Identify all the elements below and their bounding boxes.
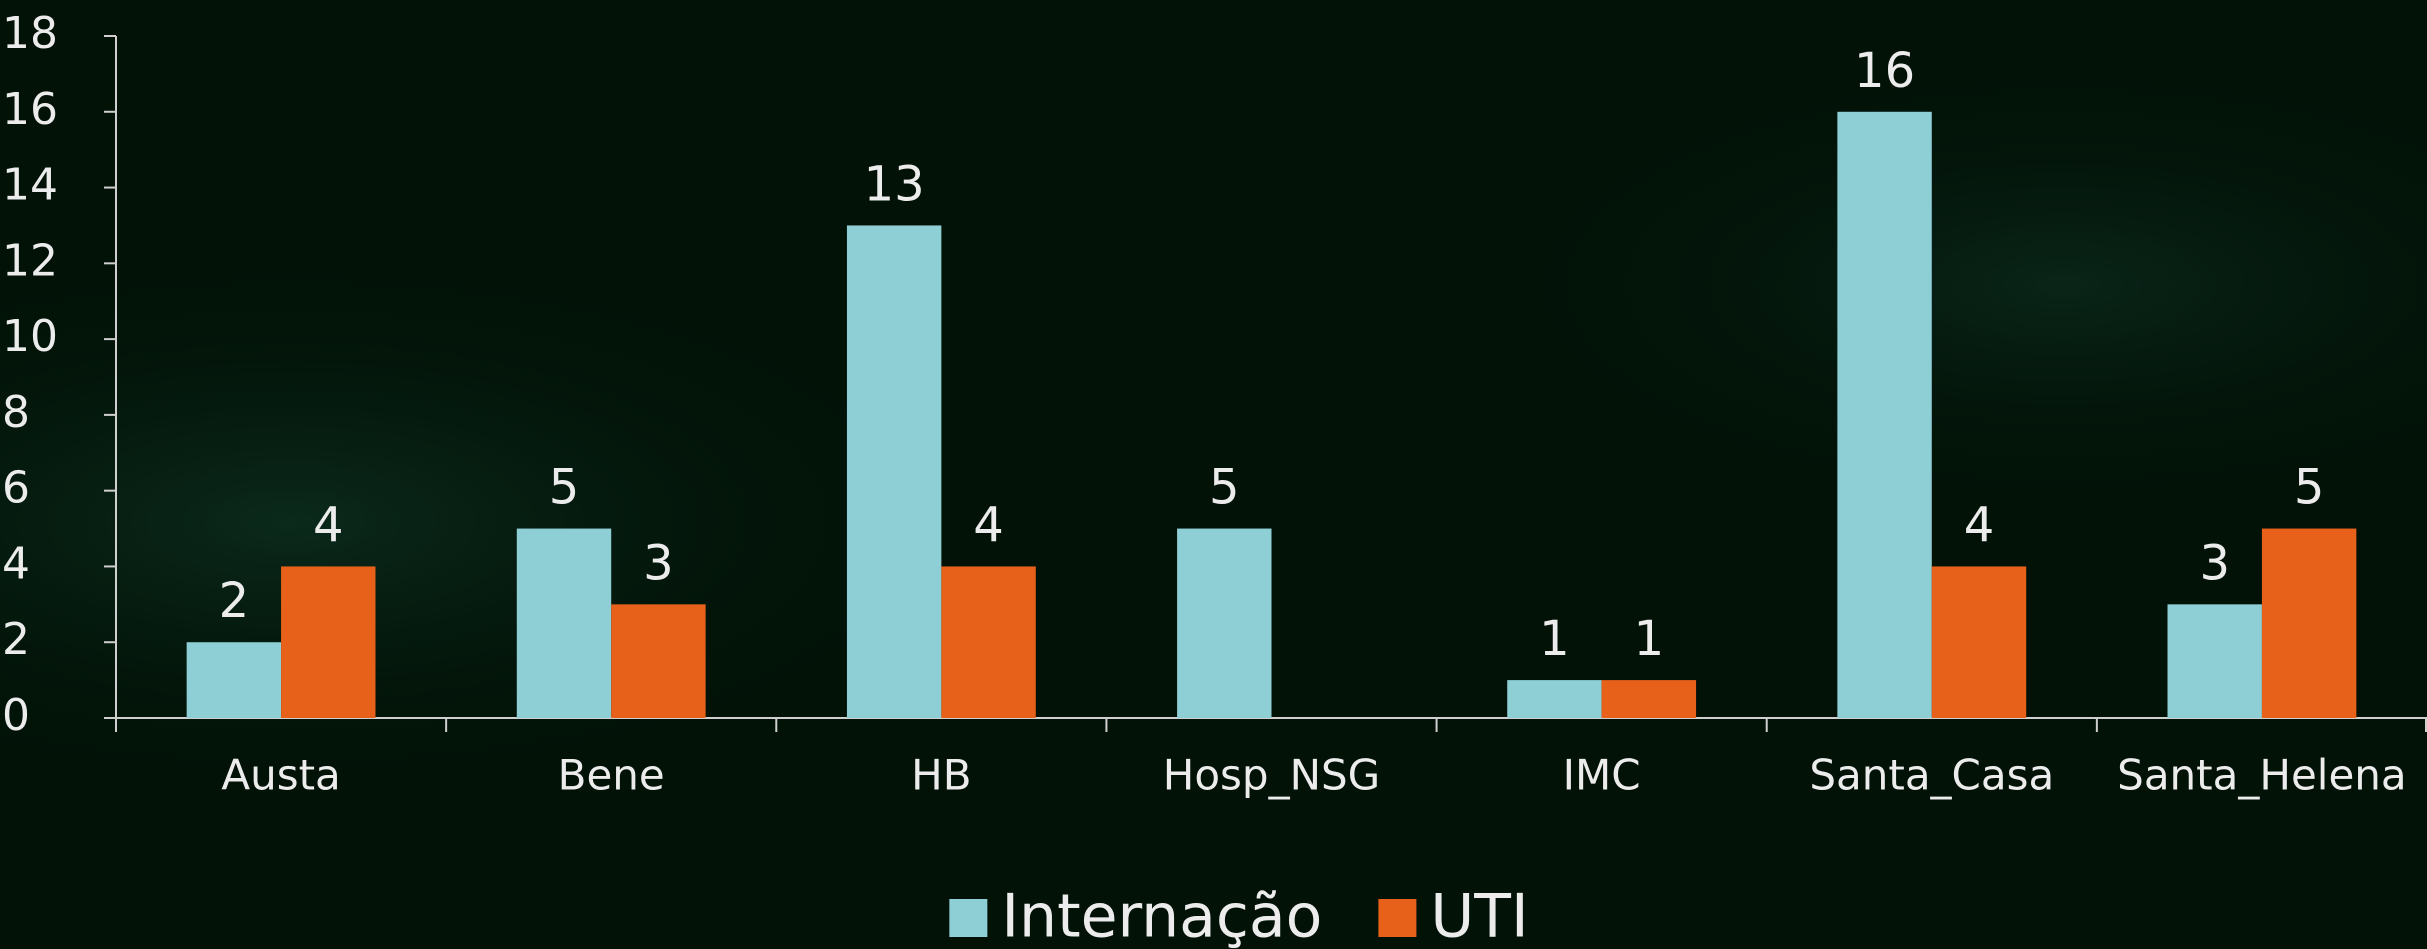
y-tick-label: 6 bbox=[2, 463, 30, 514]
legend-label: Internação bbox=[1001, 882, 1322, 949]
value-label: 3 bbox=[2199, 535, 2230, 591]
value-label: 1 bbox=[1539, 611, 1570, 667]
x-tick-label: Santa_Casa bbox=[1809, 751, 2054, 800]
value-label: 16 bbox=[1854, 43, 1915, 99]
value-label: 2 bbox=[219, 573, 250, 629]
bar bbox=[846, 225, 942, 718]
x-tick-label: Bene bbox=[558, 751, 665, 800]
bar bbox=[186, 642, 282, 718]
value-label: 4 bbox=[1964, 497, 1995, 553]
value-label: 5 bbox=[1209, 460, 1240, 516]
bar bbox=[1931, 566, 2027, 718]
bar bbox=[1837, 111, 1932, 719]
y-tick-label: 10 bbox=[2, 311, 58, 362]
y-tick-label: 18 bbox=[2, 8, 58, 59]
bar bbox=[941, 566, 1036, 718]
y-tick-label: 8 bbox=[2, 387, 30, 438]
y-tick-label: 2 bbox=[2, 614, 30, 665]
value-label: 5 bbox=[2294, 460, 2325, 516]
x-tick-label: Santa_Helena bbox=[2117, 751, 2407, 800]
value-label: 4 bbox=[313, 497, 344, 553]
value-label: 5 bbox=[549, 460, 580, 516]
x-tick-label: HB bbox=[911, 751, 971, 800]
value-label: 13 bbox=[864, 156, 925, 212]
bar bbox=[1177, 528, 1272, 718]
x-tick-label: Hosp_NSG bbox=[1163, 751, 1380, 800]
x-tick-label: IMC bbox=[1563, 751, 1641, 800]
y-tick-label: 4 bbox=[2, 538, 30, 589]
y-tick-label: 16 bbox=[2, 84, 58, 135]
legend-label: UTI bbox=[1430, 882, 1528, 949]
value-label: 3 bbox=[643, 535, 674, 591]
x-tick-label: Austa bbox=[221, 751, 340, 800]
bar bbox=[516, 528, 612, 718]
legend-swatch bbox=[1378, 899, 1417, 937]
bar bbox=[611, 604, 706, 718]
y-tick-label: 14 bbox=[2, 160, 58, 211]
bar bbox=[281, 566, 376, 718]
y-tick-label: 12 bbox=[2, 235, 58, 286]
y-tick-label: 0 bbox=[2, 690, 30, 741]
bar bbox=[1507, 680, 1602, 718]
value-label: 1 bbox=[1634, 611, 1665, 667]
bar bbox=[1601, 680, 1697, 718]
bar bbox=[2261, 528, 2357, 718]
value-label: 4 bbox=[973, 497, 1004, 553]
bar bbox=[2167, 604, 2262, 718]
legend-swatch bbox=[949, 899, 988, 937]
